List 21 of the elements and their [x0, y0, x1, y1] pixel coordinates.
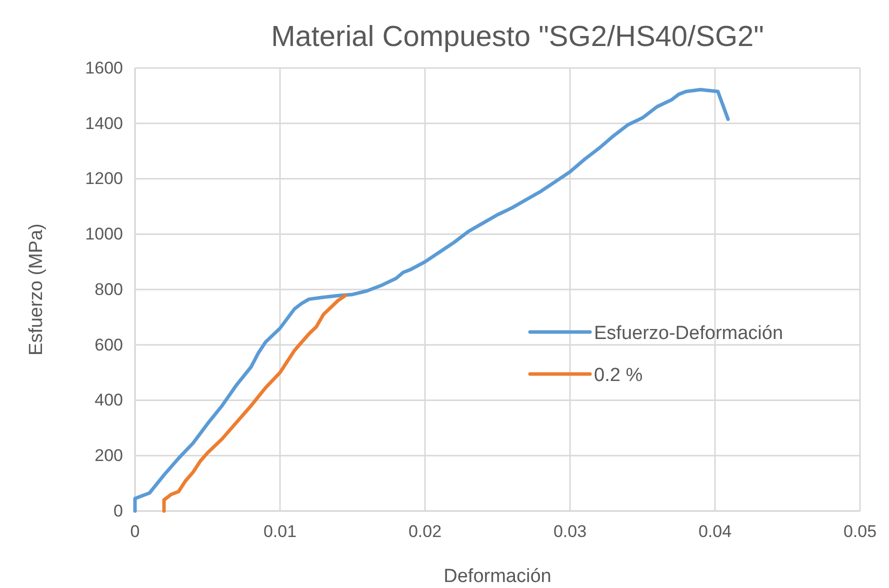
- y-tick-label: 1600: [85, 58, 123, 78]
- line-series: [162, 294, 347, 513]
- x-tick-label: 0: [130, 522, 140, 542]
- y-tick-label: 1000: [85, 224, 123, 244]
- x-tick-label: 0.03: [553, 522, 587, 542]
- legend-label: 0.2 %: [594, 365, 643, 386]
- x-tick-label: 0.04: [698, 522, 732, 542]
- chart-title: Material Compuesto "SG2/HS40/SG2": [271, 21, 764, 53]
- y-tick-label: 400: [94, 390, 123, 410]
- y-tick-label: 200: [94, 446, 123, 466]
- y-tick-label: 800: [94, 280, 123, 299]
- x-tick-label: 0.02: [408, 522, 442, 542]
- x-tick-label: 0.05: [843, 522, 877, 542]
- legend-label: Esfuerzo-Deformación: [594, 323, 784, 344]
- y-axis-title: Esfuerzo (MPa): [26, 224, 47, 356]
- y-tick-label: 1200: [85, 169, 123, 188]
- x-tick-label: 0.01: [263, 522, 297, 542]
- y-tick-label: 0: [114, 501, 123, 520]
- y-tick-label: 600: [94, 335, 123, 354]
- y-tick-label: 1400: [85, 114, 123, 133]
- x-axis-title: Deformación: [444, 566, 552, 587]
